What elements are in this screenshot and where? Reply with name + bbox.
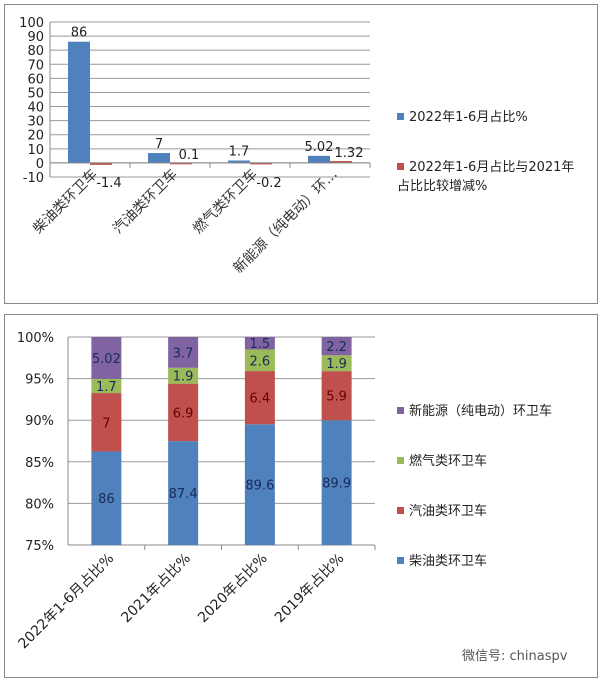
legend-swatch [397,507,404,514]
y-tick-label: -10 [23,171,44,186]
bar-1-1 [170,162,192,165]
data-label: 5.02 [305,140,334,155]
stack-segment-0-2 [244,424,275,545]
data-label: 86 [71,26,88,41]
data-label: 5.02 [92,352,121,367]
data-label: 89.6 [245,479,274,494]
data-label: 1.9 [173,370,194,385]
data-label: 89.9 [322,477,351,492]
y-tick-label: 80% [25,497,54,512]
stack-segment-1-2 [244,371,275,425]
data-label: 1.32 [335,146,364,161]
legend-label: 柴油类环卫车 [409,554,488,569]
stack-segment-0-3 [321,420,352,545]
x-tick-label: 2021年占比% [118,551,194,627]
stack-segment-0-1 [168,441,199,545]
bottom-legend-item-2: 燃气类环卫车 [397,452,487,471]
stack-segment-2-3 [321,355,352,372]
watermark: 微信号: chinaspv [462,649,568,664]
stack-segment-0-0 [91,451,122,545]
legend-label: 2022年1-6月占比与2021年占比比较增减% [397,160,575,194]
data-label: 1.5 [250,337,271,352]
bar-0-2 [228,160,250,163]
bottom-legend-item-3: 新能源（纯电动）环卫车 [397,402,577,421]
bar-0-0 [68,41,90,163]
bar-0-3 [308,155,330,163]
y-tick-label: 90 [27,30,44,45]
data-label: 86 [98,492,115,507]
data-label: 6.4 [250,392,271,407]
data-label: -0.2 [256,176,281,191]
bottom-legend-item-0: 柴油类环卫车 [397,552,487,571]
data-label: 6.9 [173,406,194,421]
y-tick-label: 10 [27,143,44,158]
stack-segment-3-1 [168,337,199,368]
data-label: 1.9 [326,357,347,372]
x-tick-label: 2019年占比% [272,551,348,627]
data-label: 5.9 [326,390,347,405]
bar-0-1 [148,153,170,163]
stack-segment-1-1 [168,383,199,442]
legend-label: 汽油类环卫车 [409,504,488,519]
bar-1-2 [250,162,272,165]
x-tick-label: 2022年1-6月占比% [16,551,118,653]
data-label: 0.1 [179,148,200,163]
legend-label: 新能源（纯电动）环卫车 [409,404,553,419]
y-tick-label: 100% [17,331,54,346]
y-tick-label: 85% [25,456,54,471]
y-tick-label: 20 [27,129,44,144]
top-chart-panel [4,4,598,304]
x-tick-label: 2020年占比% [195,551,271,627]
legend-swatch [397,557,404,564]
legend-swatch [397,163,404,170]
bottom-legend-item-1: 汽油类环卫车 [397,502,487,521]
bar-1-0 [90,162,112,165]
y-tick-label: 30 [27,115,44,130]
data-label: 1.7 [229,145,250,160]
y-tick-label: 0 [36,157,44,172]
y-tick-label: 95% [25,373,54,388]
y-tick-label: 50 [27,86,44,101]
stack-segment-3-2 [244,337,275,350]
stack-segment-1-3 [321,371,352,421]
stack-segment-2-1 [168,367,199,384]
y-tick-label: 60 [27,72,44,87]
y-tick-label: 40 [27,101,44,116]
legend-swatch [397,113,404,120]
y-tick-label: 75% [25,539,54,554]
legend-label: 燃气类环卫车 [409,454,488,469]
data-label: 87.4 [169,487,198,502]
data-label: 2.6 [250,354,271,369]
y-tick-label: 100 [19,16,44,31]
legend-swatch [397,407,404,414]
top-legend-item-1: 2022年1-6月占比与2021年占比比较增减% [397,158,587,196]
data-label: 2.2 [326,340,347,355]
y-tick-label: 70 [27,58,44,73]
data-label: 7 [102,416,110,431]
stack-segment-3-3 [321,337,352,356]
stack-segment-1-0 [91,393,122,452]
data-label: 3.7 [173,346,194,361]
data-label: -1.4 [96,176,121,191]
stack-segment-3-0 [91,337,122,379]
data-label: 1.7 [96,380,117,395]
legend-swatch [397,457,404,464]
y-tick-label: 80 [27,44,44,59]
bar-1-3 [330,161,352,163]
stack-segment-2-2 [244,349,275,372]
data-label: 7 [155,137,163,152]
stack-segment-2-0 [91,378,122,394]
legend-label: 2022年1-6月占比% [409,110,528,125]
top-legend-item-0: 2022年1-6月占比% [397,108,587,127]
y-tick-label: 90% [25,414,54,429]
x-tick-label: 燃气类环卫车 [189,166,260,237]
